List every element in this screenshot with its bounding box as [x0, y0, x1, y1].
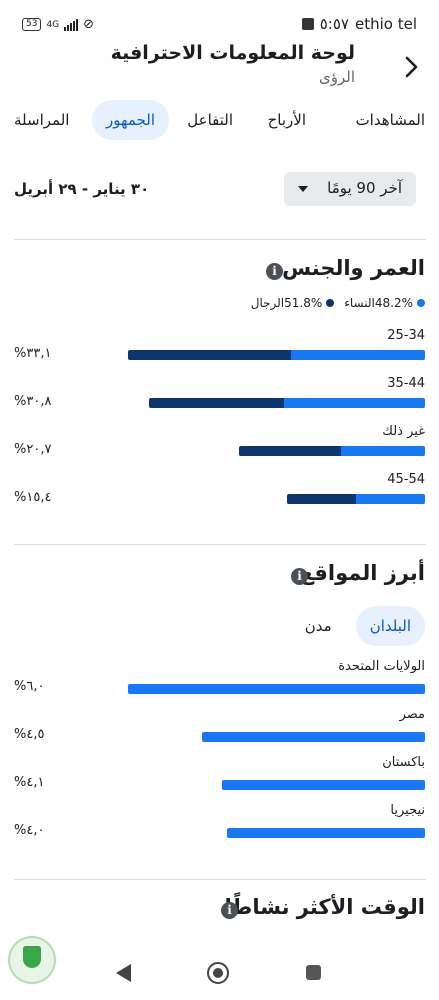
- location-row-bar: [128, 684, 425, 694]
- location-bar-fill: [202, 732, 425, 742]
- women-segment: [291, 350, 425, 360]
- shield-icon: [23, 946, 41, 968]
- tab-earnings[interactable]: الأرباح: [267, 111, 306, 129]
- age-row-label: غير ذلك: [382, 424, 425, 439]
- status-indicators: 53 4G ⊘: [22, 17, 94, 32]
- dropdown-label: آخر 90 يومًا: [327, 179, 402, 197]
- divider: [14, 239, 426, 240]
- carrier-name: ethio tel: [354, 15, 417, 33]
- men-dot: [326, 299, 335, 307]
- location-bar-fill: [227, 828, 425, 838]
- pill-countries[interactable]: البلدان: [355, 606, 425, 646]
- page-subtitle: الرؤى: [319, 68, 355, 86]
- men-segment: [149, 398, 285, 408]
- location-row-label: مصر: [399, 707, 425, 722]
- age-row-value: %٣٠,٨: [14, 394, 52, 409]
- location-row-label: نيجيريا: [390, 803, 425, 818]
- page-header: لوحة المعلومات الاحترافية الرؤى: [0, 36, 439, 94]
- app-logo: [8, 936, 56, 984]
- info-icon[interactable]: i: [291, 568, 308, 585]
- men-legend: 51.8%الرجال: [250, 296, 323, 310]
- men-segment: [128, 350, 292, 360]
- top-locations-title: أبرز المواقع: [299, 561, 425, 585]
- info-icon[interactable]: i: [221, 902, 238, 919]
- chevron-right-icon: [405, 56, 418, 78]
- age-row-bar: [287, 494, 425, 504]
- location-row-value: %٦,٠: [14, 679, 45, 694]
- system-nav-bar: [0, 948, 439, 1000]
- tab-audience[interactable]: الجمهور: [92, 100, 169, 140]
- pill-cities[interactable]: مدن: [304, 617, 332, 635]
- tab-views[interactable]: المشاهدات: [355, 111, 425, 129]
- men-segment: [287, 494, 356, 504]
- back-button[interactable]: [405, 56, 419, 82]
- women-segment: [356, 494, 425, 504]
- age-row-bar: [149, 398, 425, 408]
- caret-down-icon: [298, 186, 308, 192]
- date-filter-dropdown[interactable]: آخر 90 يومًا: [284, 172, 416, 206]
- divider: [14, 544, 426, 545]
- gender-legend: 48.2%النساء 51.8%الرجال: [251, 296, 425, 310]
- nav-recents-button[interactable]: [306, 965, 321, 980]
- location-bar-fill: [128, 684, 425, 694]
- location-pills: البلدان مدن: [291, 606, 425, 646]
- status-right: ٥:٥٧ ethio tel: [301, 15, 417, 33]
- link-icon: ⊘: [83, 17, 95, 32]
- nav-back-button[interactable]: [116, 964, 131, 982]
- info-icon[interactable]: i: [266, 263, 283, 280]
- location-row-value: %٤,٥: [14, 727, 45, 742]
- location-row-value: %٤,١: [14, 775, 45, 790]
- age-row-value: %١٥,٤: [14, 490, 52, 505]
- location-row-label: باكستان: [382, 755, 425, 770]
- notification-icon: [301, 18, 314, 30]
- location-bar-fill: [222, 780, 425, 790]
- age-row-label: 35-44: [387, 376, 425, 391]
- divider: [14, 879, 426, 880]
- women-dot: [417, 299, 425, 307]
- location-row-label: الولايات المتحدة: [338, 659, 425, 674]
- age-row-value: %٣٣,١: [14, 346, 52, 361]
- women-segment: [341, 446, 425, 456]
- active-times-title: الوقت الأكثر نشاطًا: [224, 895, 425, 919]
- nav-home-button[interactable]: [207, 962, 229, 984]
- men-segment: [239, 446, 342, 456]
- location-row-value: %٤,٠: [14, 823, 45, 838]
- date-range: ٣٠ يناير - ٢٩ أبريل: [14, 180, 150, 198]
- age-row-bar: [239, 446, 425, 456]
- status-bar: 53 4G ⊘ ٥:٥٧ ethio tel: [0, 0, 439, 36]
- location-row-bar: [222, 780, 425, 790]
- network-type: 4G: [46, 19, 60, 30]
- page-title: لوحة المعلومات الاحترافية: [110, 42, 355, 64]
- signal-icon: [64, 18, 79, 31]
- status-time: ٥:٥٧: [319, 15, 349, 33]
- tab-engagement[interactable]: التفاعل: [187, 111, 233, 129]
- age-row-label: 45-54: [387, 472, 425, 487]
- women-segment: [284, 398, 425, 408]
- age-row-value: %٢٠,٧: [14, 442, 52, 457]
- location-row-bar: [202, 732, 425, 742]
- tab-messaging[interactable]: المراسلة: [14, 111, 70, 129]
- age-row-label: 25-34: [387, 328, 425, 343]
- battery-icon: 53: [22, 18, 42, 31]
- tab-bar: المشاهدات الأرباح التفاعل الجمهور المراس…: [0, 100, 439, 140]
- age-row-bar: [128, 350, 425, 360]
- women-legend: 48.2%النساء: [344, 296, 413, 310]
- age-gender-title: العمر والجنس: [282, 256, 425, 280]
- location-row-bar: [227, 828, 425, 838]
